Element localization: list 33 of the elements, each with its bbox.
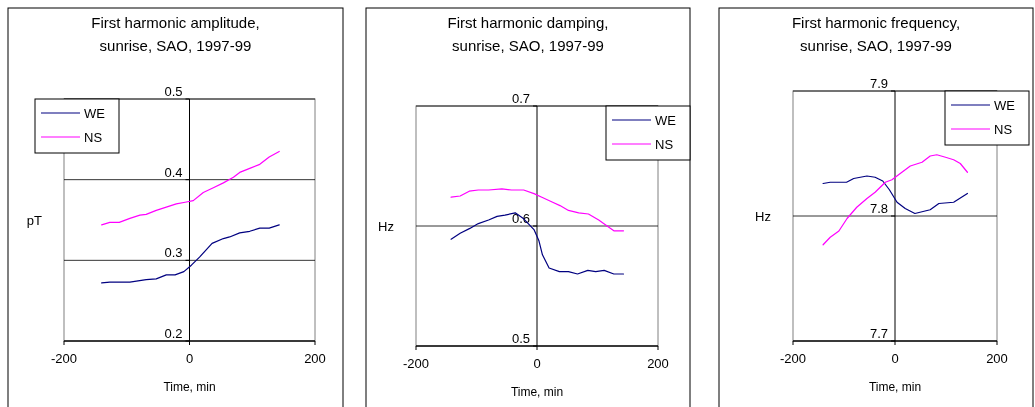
x-tick-label: -200 — [402, 356, 430, 371]
y-axis-title: pT — [26, 212, 43, 228]
chart-title: First harmonic damping, sunrise, SAO, 1997-99 — [447, 14, 609, 54]
y-tick-label: 0.4 — [164, 164, 183, 180]
x-tick-label: -200 — [50, 351, 78, 366]
y-tick-label: 0.7 — [511, 91, 530, 106]
x-axis-title: Time, min — [510, 385, 564, 399]
y-tick-label: 0.3 — [164, 245, 183, 261]
y-tick-label: 7.7 — [869, 326, 888, 341]
x-axis-title: Time, min — [163, 380, 216, 394]
x-axis-title: Time, min — [868, 380, 922, 394]
y-axis-title: Hz — [755, 208, 771, 224]
x-tick-label: 200 — [986, 351, 1008, 366]
chart-title: First harmonic amplitude, sunrise, SAO, 1997-99 — [91, 14, 260, 54]
x-tick-label: -200 — [779, 351, 807, 366]
y-tick-label: 7.8 — [869, 201, 888, 216]
legend-label: WE — [655, 112, 677, 128]
y-tick-label: 0.2 — [164, 326, 183, 341]
x-tick-label: 0 — [533, 356, 541, 371]
legend-label: NS — [655, 136, 674, 152]
legend-label: WE — [84, 105, 106, 121]
legend-label: NS — [84, 129, 103, 145]
x-tick-label: 0 — [185, 351, 194, 366]
y-tick-label: 0.5 — [164, 84, 183, 99]
legend-label: WE — [994, 97, 1016, 113]
x-tick-label: 200 — [304, 351, 326, 366]
legend-label: NS — [994, 121, 1013, 137]
y-tick-label: 7.9 — [869, 76, 888, 91]
x-tick-label: 200 — [647, 356, 669, 371]
y-axis-title: Hz — [378, 218, 394, 234]
x-tick-label: 0 — [891, 351, 899, 366]
y-tick-label: 0.5 — [511, 331, 530, 346]
chart-title: First harmonic frequency, sunrise, SAO, 1997-99 — [791, 14, 961, 54]
